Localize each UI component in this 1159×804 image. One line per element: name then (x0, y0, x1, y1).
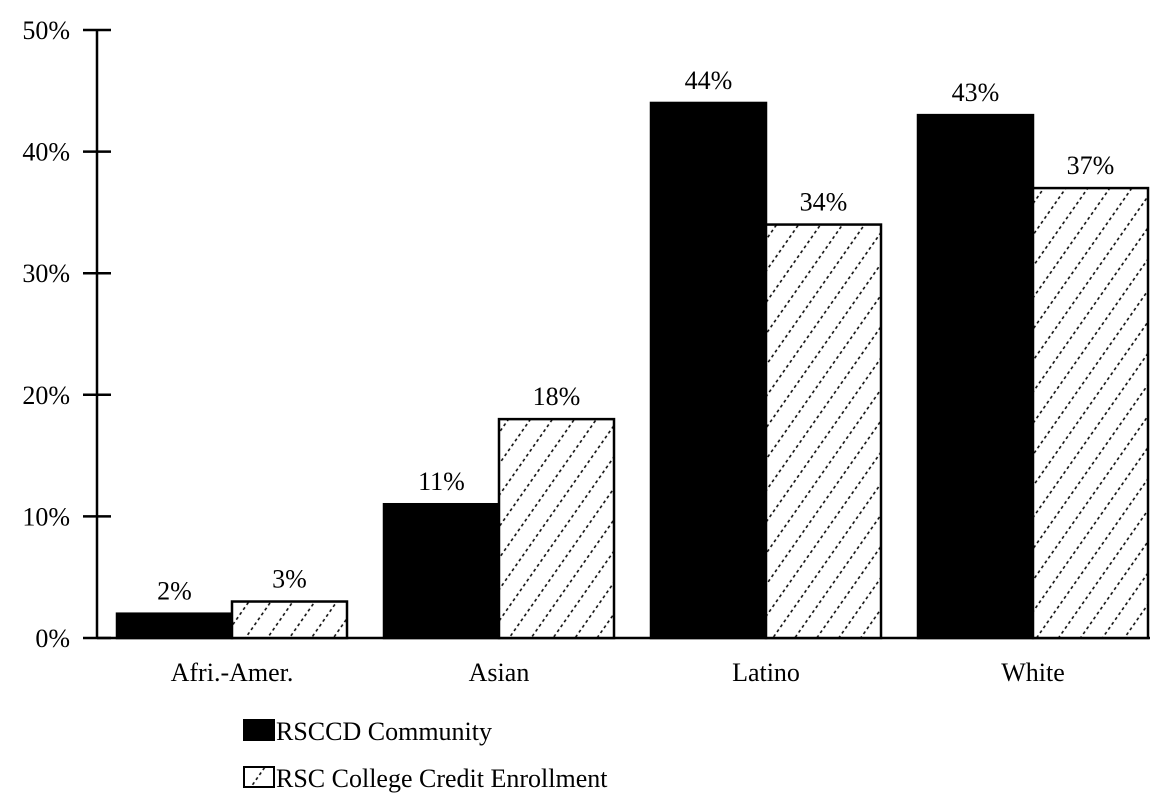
data-label: 11% (418, 467, 465, 496)
bar-enrollment (497, 417, 616, 640)
bar-community (649, 101, 768, 640)
bars-layer (115, 101, 1150, 640)
legend-swatch (243, 766, 275, 788)
legend-label: RSCCD Community (276, 717, 492, 746)
y-tick-label: 0% (35, 624, 70, 653)
data-label: 44% (685, 66, 733, 95)
bar-enrollment (1031, 186, 1150, 640)
y-tick-label: 50% (22, 16, 70, 45)
legend-label: RSC College Credit Enrollment (276, 764, 608, 793)
category-label: Latino (732, 658, 800, 687)
y-tick-label: 30% (22, 259, 70, 288)
data-label: 43% (952, 78, 1000, 107)
category-label: Asian (469, 658, 530, 687)
data-label: 18% (533, 382, 581, 411)
category-label: White (1001, 658, 1065, 687)
bar-community (115, 612, 234, 640)
labels-layer: 2% 3% Afri.-Amer. 11% 18% Asian 44% 34% Latino 43… (157, 66, 1114, 687)
data-label: 34% (800, 188, 848, 217)
data-label: 2% (157, 577, 192, 606)
bar-community (382, 502, 501, 640)
y-tick-label: 10% (22, 502, 70, 531)
legend-swatch (243, 719, 275, 741)
data-label: 3% (272, 565, 307, 594)
legend: RSCCD Community RSC College Credit Enroll… (243, 717, 608, 793)
category-label: Afri.-Amer. (171, 658, 294, 687)
data-label: 37% (1067, 151, 1115, 180)
bar-community (916, 113, 1035, 640)
bar-enrollment (230, 600, 349, 640)
y-tick-label: 40% (22, 138, 70, 167)
y-tick-label: 20% (22, 381, 70, 410)
bar-enrollment (764, 223, 883, 640)
